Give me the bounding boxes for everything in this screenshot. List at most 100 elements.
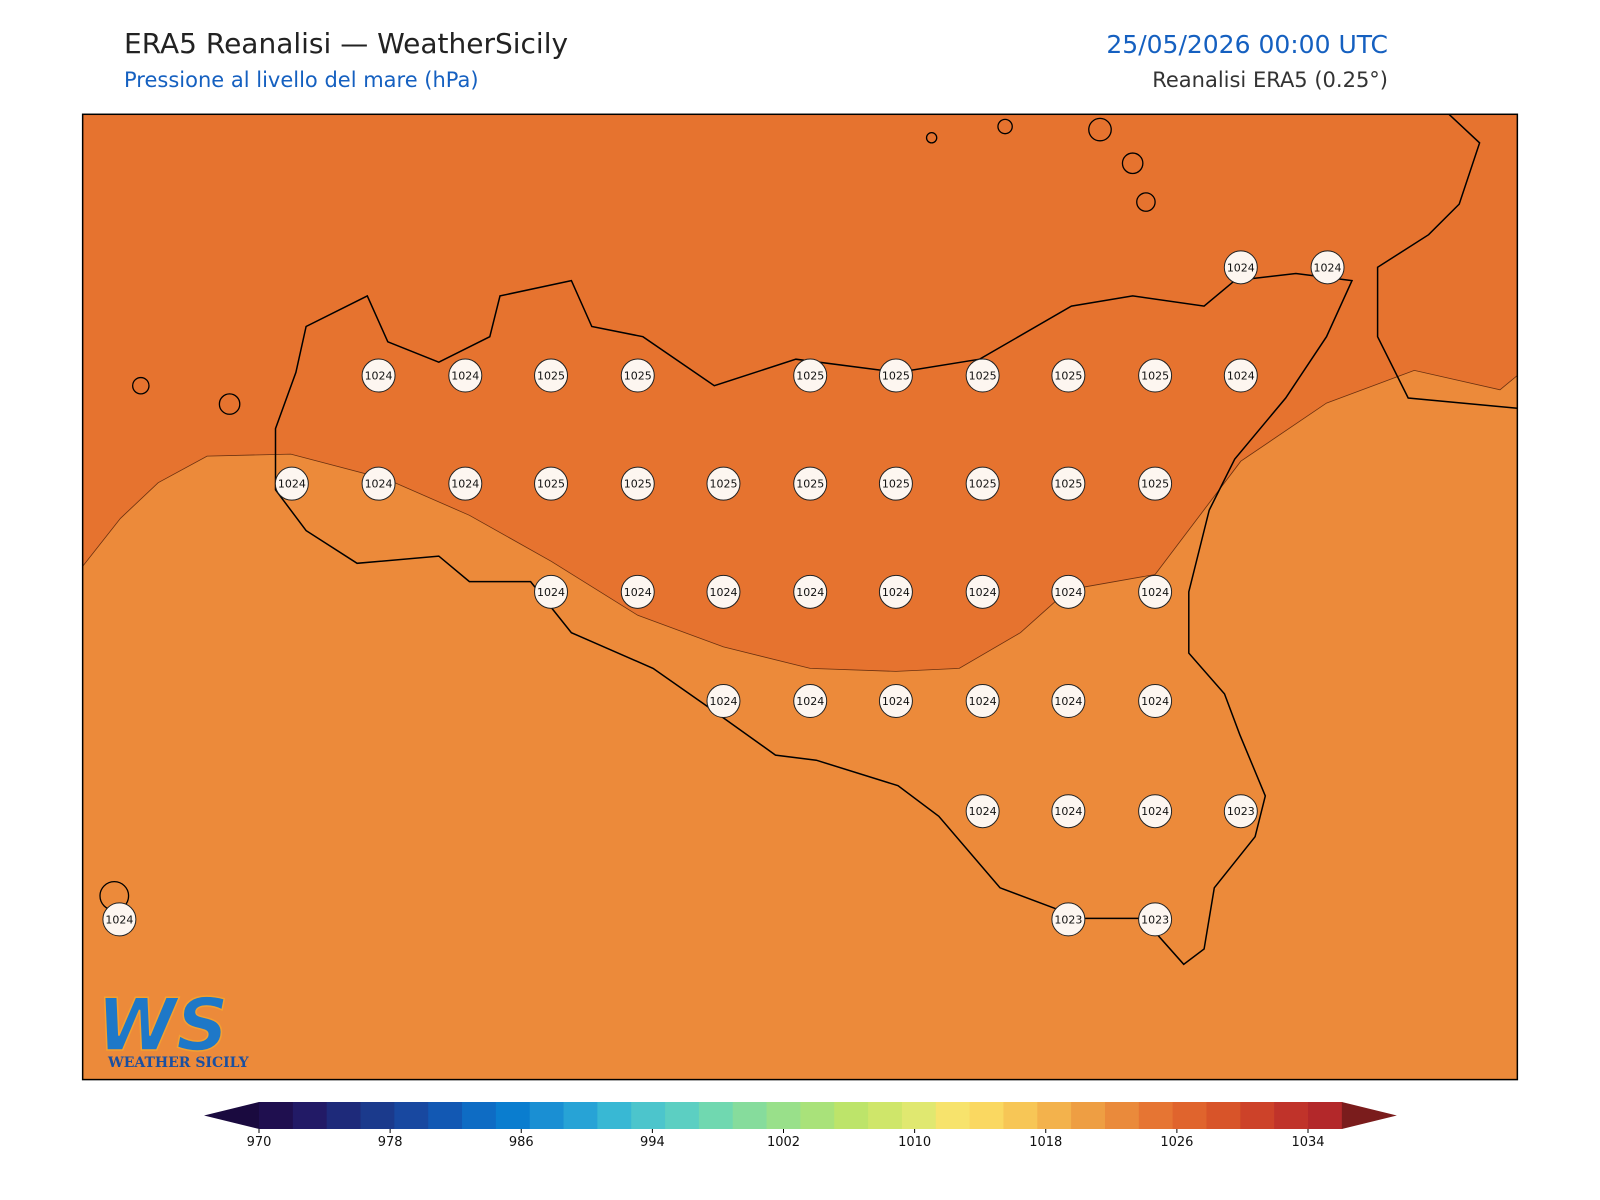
station-value: 1024	[1227, 261, 1255, 274]
title: ERA5 Reanalisi — WeatherSicily	[124, 27, 568, 60]
date: 25/05/2026 00:00 UTC	[1106, 30, 1388, 59]
station-value: 1025	[624, 478, 652, 491]
colorbar-segment	[292, 1102, 328, 1129]
station-marker	[1051, 466, 1086, 501]
station-marker	[1223, 250, 1258, 285]
colorbar-tick-label: 970	[247, 1135, 272, 1150]
station-marker	[1138, 466, 1173, 501]
station-marker	[965, 574, 1000, 609]
station-value: 1024	[969, 805, 997, 818]
station-value: 1024	[365, 370, 393, 383]
colorbar-segment	[529, 1102, 565, 1129]
station-marker	[1138, 574, 1173, 609]
station-marker	[1138, 902, 1173, 937]
logo-mark: WS	[97, 983, 228, 1067]
contour	[82, 369, 1518, 672]
station-value: 1025	[537, 370, 565, 383]
station-marker	[878, 466, 913, 501]
station-marker	[448, 466, 483, 501]
station-marker	[965, 358, 1000, 393]
map: 1024 1024 1024 1024 1025 1025 1025 1025 1025 1025…	[81, 113, 1519, 1081]
station-marker	[793, 574, 828, 609]
station-value: 1024	[882, 586, 910, 599]
island	[997, 118, 1013, 135]
colorbar-segment	[969, 1102, 1004, 1129]
subtitle: Pressione al livello del mare (hPa)	[124, 68, 479, 92]
station-value: 1024	[365, 478, 393, 491]
island	[1121, 152, 1144, 175]
colorbar-segment	[834, 1102, 869, 1129]
colorbar-segment	[360, 1102, 395, 1129]
station-marker	[878, 574, 913, 609]
island	[1088, 117, 1112, 142]
station-marker	[620, 574, 655, 609]
colorbar-segment	[766, 1102, 801, 1129]
colorbar-segment	[698, 1102, 734, 1129]
colorbar-segment	[901, 1102, 937, 1129]
colorbar-segment	[800, 1102, 835, 1129]
station-marker	[1138, 684, 1173, 719]
colorbar-tick-label: 986	[509, 1135, 534, 1150]
station-value: 1025	[537, 478, 565, 491]
station-value: 1024	[624, 586, 652, 599]
station-marker	[448, 358, 483, 393]
station-value: 1025	[969, 370, 997, 383]
colorbar-segment	[868, 1102, 903, 1129]
colorbar-segment	[665, 1102, 700, 1129]
station-value: 1024	[1054, 586, 1082, 599]
colorbar-segment	[1037, 1102, 1072, 1129]
station-value: 1025	[1054, 478, 1082, 491]
colorbar-segment	[428, 1102, 463, 1129]
station-marker	[965, 466, 1000, 501]
colorbar-segment	[1104, 1102, 1140, 1129]
colorbar-segment	[732, 1102, 768, 1129]
calabria-coast	[1376, 114, 1518, 409]
station-marker	[1138, 358, 1173, 393]
island	[925, 132, 938, 144]
station-marker	[361, 358, 396, 393]
station-marker	[793, 358, 828, 393]
station-value: 1024	[1141, 586, 1169, 599]
island	[1136, 192, 1156, 212]
station-value: 1024	[969, 586, 997, 599]
colorbar-under	[204, 1102, 259, 1129]
station-value: 1025	[796, 478, 824, 491]
field-low	[82, 370, 1518, 1080]
station-marker	[1138, 794, 1173, 829]
station-marker	[361, 466, 396, 501]
station-value: 1024	[796, 586, 824, 599]
station-value: 1025	[1141, 478, 1169, 491]
station-marker	[534, 574, 569, 609]
station-marker	[793, 684, 828, 719]
colorbar-segment	[563, 1102, 598, 1129]
station-value: 1024	[1054, 805, 1082, 818]
station-marker	[878, 358, 913, 393]
colorbar-segment	[1206, 1102, 1241, 1129]
station-marker	[706, 684, 741, 719]
colorbar-segment	[1172, 1102, 1207, 1129]
station-value: 1024	[278, 478, 306, 491]
station-value: 1024	[451, 478, 479, 491]
station-marker	[534, 466, 569, 501]
station-value: 1024	[709, 695, 737, 708]
station-marker	[274, 466, 309, 501]
station-value: 1025	[1054, 370, 1082, 383]
island	[218, 393, 241, 415]
colorbar-segment	[326, 1102, 362, 1129]
map-frame	[81, 113, 1519, 1081]
colorbar-tick-label: 1026	[1160, 1135, 1193, 1150]
colorbar-segment	[935, 1102, 971, 1129]
station-value: 1024	[537, 586, 565, 599]
station-value: 1024	[105, 913, 133, 926]
colorbar-tick-label: 1034	[1291, 1135, 1324, 1150]
station-value: 1025	[969, 478, 997, 491]
station-marker	[1051, 684, 1086, 719]
colorbar-segment	[495, 1102, 531, 1129]
station-value: 1024	[796, 695, 824, 708]
colorbar-tick-label: 994	[640, 1135, 665, 1150]
colorbar: 970 978 986 994 1002 1010 1018 1026 1034	[204, 1102, 1397, 1150]
island	[132, 376, 150, 395]
